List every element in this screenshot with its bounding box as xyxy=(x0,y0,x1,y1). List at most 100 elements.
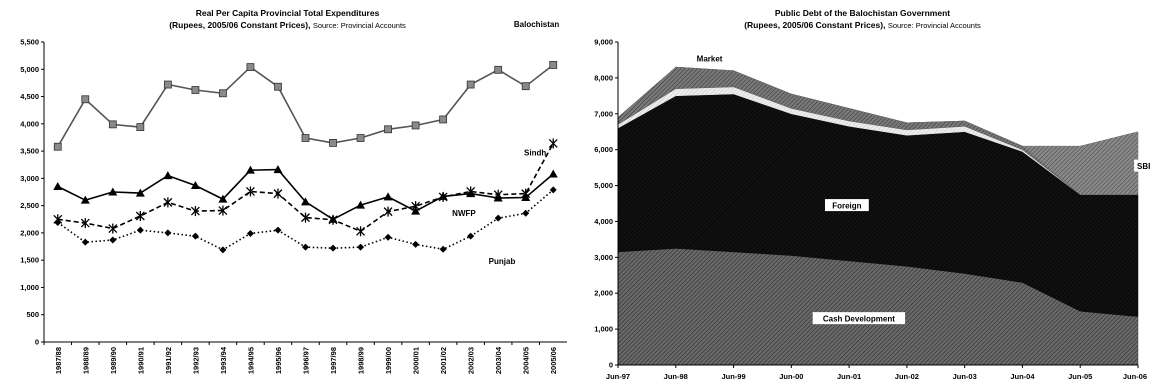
series-label-balochistan: Balochistan xyxy=(514,20,559,29)
data-point-punjab xyxy=(439,245,447,253)
x-tick-label: 1988/89 xyxy=(81,347,90,374)
series-label-sindh: Sindh xyxy=(524,148,546,157)
data-point-punjab xyxy=(329,244,337,252)
x-tick-label: Jun-97 xyxy=(606,372,630,381)
data-point-nwfp xyxy=(356,200,366,209)
x-tick-label: 2001/02 xyxy=(439,347,448,374)
x-tick-label: Jun-06 xyxy=(1123,372,1147,381)
data-point-sindh xyxy=(466,186,476,197)
x-tick-label: 1999/00 xyxy=(384,347,393,374)
x-tick-label: 1989/90 xyxy=(109,347,118,374)
data-point-nwfp xyxy=(163,171,173,180)
y-tick-label: 5,500 xyxy=(20,38,39,47)
data-point-balochistan xyxy=(329,139,337,147)
data-point-punjab xyxy=(164,229,172,237)
x-tick-label: 2004/05 xyxy=(522,347,531,374)
data-point-punjab xyxy=(412,240,420,248)
data-point-sindh xyxy=(493,189,503,200)
chart-source: Source: Provincial Accounts xyxy=(312,21,406,30)
data-point-balochistan xyxy=(439,115,448,124)
x-tick-label: 1996/97 xyxy=(302,347,311,374)
series-line-nwfp xyxy=(57,168,554,221)
y-tick-label: 2,000 xyxy=(20,228,39,237)
series-label-foreign: Foreign xyxy=(832,202,861,211)
data-point-punjab xyxy=(384,233,392,241)
data-point-balochistan xyxy=(246,63,255,71)
y-tick-label: 1,000 xyxy=(20,283,39,292)
data-point-balochistan xyxy=(108,120,117,129)
data-point-balochistan xyxy=(274,82,282,91)
x-tick-label: 1992/93 xyxy=(191,347,200,374)
data-point-punjab xyxy=(109,236,117,244)
series-label-nwfp: NWFP xyxy=(452,209,476,218)
x-tick-label: Jun-98 xyxy=(664,372,688,381)
chart-source: Source: Provincial Accounts xyxy=(887,21,981,30)
chart-title-text: Real Per Capita Provincial Total Expendi… xyxy=(195,8,380,18)
data-point-punjab xyxy=(522,209,530,217)
data-point-nwfp xyxy=(135,188,145,197)
data-point-balochistan xyxy=(53,142,62,151)
x-tick-label: 2000/01 xyxy=(412,347,421,374)
data-point-punjab xyxy=(54,219,62,227)
data-point-punjab xyxy=(219,246,227,254)
x-tick-label: 2005/06 xyxy=(549,347,558,374)
data-point-sindh xyxy=(356,226,366,237)
chart-subtitle: (Rupees, 2005/06 Constant Prices), xyxy=(169,20,311,30)
data-point-sindh xyxy=(301,212,310,223)
data-point-nwfp xyxy=(273,165,283,174)
x-tick-label: 1993/94 xyxy=(219,346,228,374)
data-point-balochistan xyxy=(81,95,90,104)
x-tick-label: 2003/04 xyxy=(494,346,503,374)
data-point-sindh xyxy=(328,214,338,225)
y-tick-label: 500 xyxy=(26,310,39,319)
series-label-bg-cash-development xyxy=(812,312,906,325)
data-point-balochistan xyxy=(521,82,530,91)
expenditure-chart-panel: Real Per Capita Provincial Total Expendi… xyxy=(0,7,575,374)
x-tick-label: 1995/96 xyxy=(274,347,283,374)
x-tick-label: 1987/88 xyxy=(54,347,63,374)
series-label-cash-development: Cash Development xyxy=(823,315,895,324)
y-tick-label: 9,000 xyxy=(594,38,613,47)
x-tick-label: Jun-05 xyxy=(1068,372,1092,381)
y-tick-label: 0 xyxy=(609,361,613,370)
x-tick-label: Jun-04 xyxy=(1010,372,1035,381)
x-tick-label: 1997/98 xyxy=(329,347,338,374)
data-point-nwfp xyxy=(301,197,310,206)
y-tick-label: 5,000 xyxy=(594,181,613,190)
y-tick-label: 6,000 xyxy=(594,145,613,154)
y-tick-label: 0 xyxy=(35,338,39,347)
x-tick-label: Jun-01 xyxy=(837,372,861,381)
data-point-punjab xyxy=(467,232,475,240)
data-point-punjab xyxy=(549,186,557,194)
data-point-balochistan xyxy=(384,125,392,134)
data-point-punjab xyxy=(494,214,502,222)
data-point-sindh xyxy=(383,206,393,217)
y-tick-label: 2,000 xyxy=(594,289,613,298)
data-point-nwfp xyxy=(53,182,63,191)
data-point-punjab xyxy=(191,232,199,240)
data-point-nwfp xyxy=(80,195,90,204)
y-tick-label: 3,000 xyxy=(594,253,613,262)
data-point-balochistan xyxy=(466,80,475,89)
data-point-punjab xyxy=(357,243,365,251)
x-tick-label: 1990/91 xyxy=(136,347,145,374)
debt-area-chart: 0 1,000 2,000 3,000 4,000 5,000 6,000 7,000 8,00… xyxy=(594,38,1150,381)
data-point-sindh xyxy=(135,211,145,221)
data-point-balochistan xyxy=(163,80,172,89)
chart-title-text: Public Debt of the Balochistan Governmen… xyxy=(774,8,951,18)
x-tick-label: Jun-02 xyxy=(895,372,919,381)
y-tick-label: 2,500 xyxy=(20,201,39,210)
data-point-nwfp xyxy=(108,187,118,196)
y-tick-label: 3,500 xyxy=(20,147,39,156)
y-tick-label: 4,000 xyxy=(20,119,39,128)
data-point-punjab xyxy=(246,229,254,237)
chart-title: Real Per Capita Provincial Total Expendi… xyxy=(0,7,575,32)
data-point-sindh xyxy=(411,201,421,212)
data-point-sindh xyxy=(80,218,90,229)
data-point-sindh xyxy=(245,186,255,197)
data-point-balochistan xyxy=(549,61,558,69)
y-tick-label: 3,000 xyxy=(20,174,39,183)
data-point-nwfp xyxy=(383,192,393,201)
data-point-balochistan xyxy=(191,86,200,94)
data-point-punjab xyxy=(136,226,144,234)
